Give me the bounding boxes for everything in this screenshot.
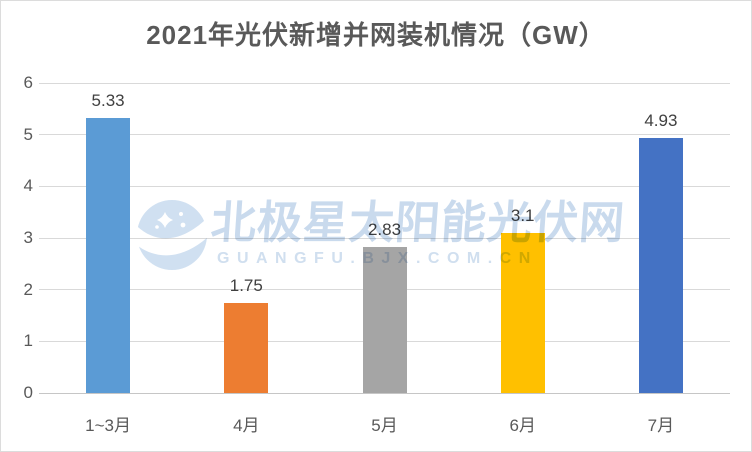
y-axis-tick-label: 4 [23, 176, 33, 196]
bar-6月 [500, 232, 545, 393]
x-axis-tick-label: 4月 [233, 416, 260, 435]
bar-value-label: 3.1 [510, 205, 535, 225]
x-axis-tick-label: 5月 [371, 416, 398, 435]
y-axis-tick-label: 1 [23, 331, 33, 351]
bar-1~3月 [86, 117, 131, 393]
x-axis-tick-label: 6月 [509, 416, 536, 435]
chart-title: 2021年光伏新增并网装机情况（GW） [146, 20, 606, 50]
y-axis-tick-label: 2 [23, 279, 33, 299]
y-axis-tick-label: 3 [23, 228, 33, 247]
bar-value-label: 1.75 [229, 275, 263, 295]
gridline-y0 [39, 392, 730, 394]
y-axis-tick-label: 0 [23, 383, 33, 402]
bar-value-label: 2.83 [367, 219, 402, 239]
gridline-y5 [39, 134, 730, 136]
bar-value-label: 4.93 [644, 111, 678, 131]
x-axis-tick-label: 1~3月 [85, 416, 132, 435]
watermark-site-url: GUANGFU.BJX.COM.CN [217, 250, 538, 267]
bar-7月 [638, 138, 683, 393]
y-axis-tick-label: 5 [23, 124, 33, 144]
bar-5月 [362, 246, 407, 393]
gridline-y6 [39, 82, 730, 84]
bar-value-label: 5.33 [91, 90, 125, 110]
watermark-moon-star-logo-icon [137, 200, 207, 270]
gridline-y4 [39, 185, 730, 187]
gridline-y3 [39, 237, 730, 239]
bar-4月 [224, 302, 269, 393]
y-axis-tick-label: 6 [23, 73, 33, 92]
x-axis-tick-label: 7月 [647, 416, 675, 435]
